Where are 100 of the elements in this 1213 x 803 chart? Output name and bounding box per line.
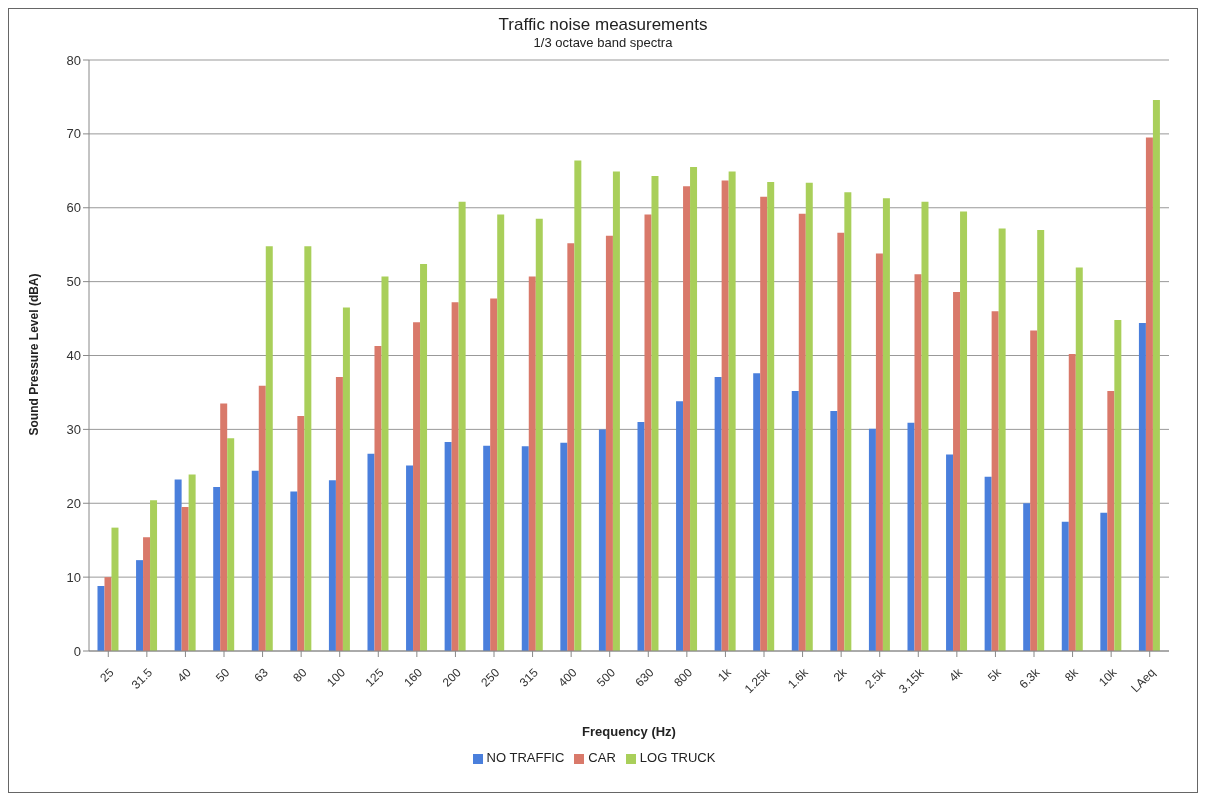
bar <box>111 527 119 651</box>
x-tick-label: 400 <box>555 665 580 690</box>
x-axis-title: Frequency (Hz) <box>582 724 676 739</box>
bar <box>535 218 543 651</box>
bar <box>104 577 112 651</box>
x-tick-label: 160 <box>401 665 426 690</box>
bar <box>1030 330 1038 651</box>
x-tick-label: 40 <box>174 665 194 685</box>
bar <box>875 253 883 651</box>
bar <box>946 454 954 651</box>
x-tick-label: 630 <box>632 665 657 690</box>
x-tick-label: 6.3k <box>1016 664 1044 692</box>
x-tick-label: 5k <box>984 664 1005 685</box>
bar <box>574 160 582 651</box>
bar <box>251 470 259 651</box>
bar <box>342 307 350 651</box>
bar <box>335 376 343 651</box>
bar <box>868 428 876 651</box>
bar <box>837 232 845 651</box>
y-tick-label: 20 <box>66 495 81 511</box>
bar <box>1145 137 1153 651</box>
bar <box>497 214 505 651</box>
bar <box>1075 267 1083 651</box>
x-tick-label: 25 <box>97 665 117 685</box>
bar <box>560 442 568 651</box>
bar <box>181 506 189 651</box>
bar <box>444 441 452 651</box>
bar <box>605 235 613 651</box>
bar <box>451 302 459 651</box>
bar <box>714 376 722 651</box>
bar <box>1023 503 1031 651</box>
bar <box>567 243 575 651</box>
bar <box>921 201 929 651</box>
x-tick-label: 315 <box>516 665 542 690</box>
bar <box>690 167 698 651</box>
bar <box>97 585 105 651</box>
bar <box>984 476 992 651</box>
y-tick-label: 80 <box>66 52 81 68</box>
y-tick-label: 40 <box>66 348 81 364</box>
bar <box>960 211 968 651</box>
y-tick-label: 0 <box>73 643 81 659</box>
legend-label: LOG TRUCK <box>639 750 716 765</box>
x-tick-label: 10k <box>1095 664 1121 690</box>
x-tick-label: 8k <box>1062 664 1082 685</box>
bar <box>760 196 768 651</box>
x-tick-label: 200 <box>439 665 464 690</box>
x-tick-label: 63 <box>251 665 272 685</box>
bar <box>1138 323 1146 651</box>
bar <box>644 214 652 651</box>
x-tick-label: 1.6k <box>784 664 812 692</box>
bar <box>753 373 761 651</box>
bar <box>612 171 620 651</box>
bar <box>1114 320 1122 651</box>
bar <box>651 175 659 651</box>
bar <box>1037 229 1045 651</box>
x-tick-label: 500 <box>593 665 619 690</box>
bar <box>914 274 922 651</box>
bar <box>420 263 428 651</box>
bar <box>1152 99 1160 651</box>
x-tick-label: 2k <box>830 664 851 685</box>
bar <box>304 246 312 651</box>
bar <box>483 445 491 651</box>
bar <box>490 298 498 651</box>
bar <box>791 390 799 651</box>
bar <box>328 480 336 651</box>
x-tick-label: 50 <box>213 665 233 685</box>
bar <box>136 560 144 651</box>
bar <box>374 345 382 651</box>
bar <box>521 446 529 651</box>
bar <box>413 322 421 651</box>
bar <box>174 479 182 651</box>
y-axis-title: Sound Pressure Level (dBA) <box>27 273 42 436</box>
y-tick-label: 60 <box>66 200 81 216</box>
bar <box>991 311 999 651</box>
bar <box>907 422 915 651</box>
x-tick-label: 250 <box>478 665 503 690</box>
bar <box>830 410 838 651</box>
chart-title: Traffic noise measurements <box>497 15 709 35</box>
bar <box>798 213 806 651</box>
bar <box>953 291 961 651</box>
bar <box>265 246 273 651</box>
x-tick-label: 4k <box>946 664 966 685</box>
bar <box>528 276 536 651</box>
bar <box>844 192 852 651</box>
bar <box>458 201 466 651</box>
bar <box>1061 521 1069 651</box>
bar <box>1068 354 1076 651</box>
x-tick-label: 125 <box>362 665 387 690</box>
bar <box>998 228 1006 651</box>
bar <box>220 403 228 651</box>
bar <box>805 182 813 651</box>
y-tick-label: 50 <box>66 274 81 290</box>
y-tick-label: 30 <box>66 421 81 437</box>
chart-subtitle: 1/3 octave band spectra <box>532 35 674 50</box>
bar <box>406 465 414 651</box>
x-tick-label: 800 <box>671 665 696 690</box>
bar <box>143 537 151 651</box>
bar <box>297 416 305 651</box>
bar <box>290 491 298 651</box>
bar <box>227 438 235 651</box>
